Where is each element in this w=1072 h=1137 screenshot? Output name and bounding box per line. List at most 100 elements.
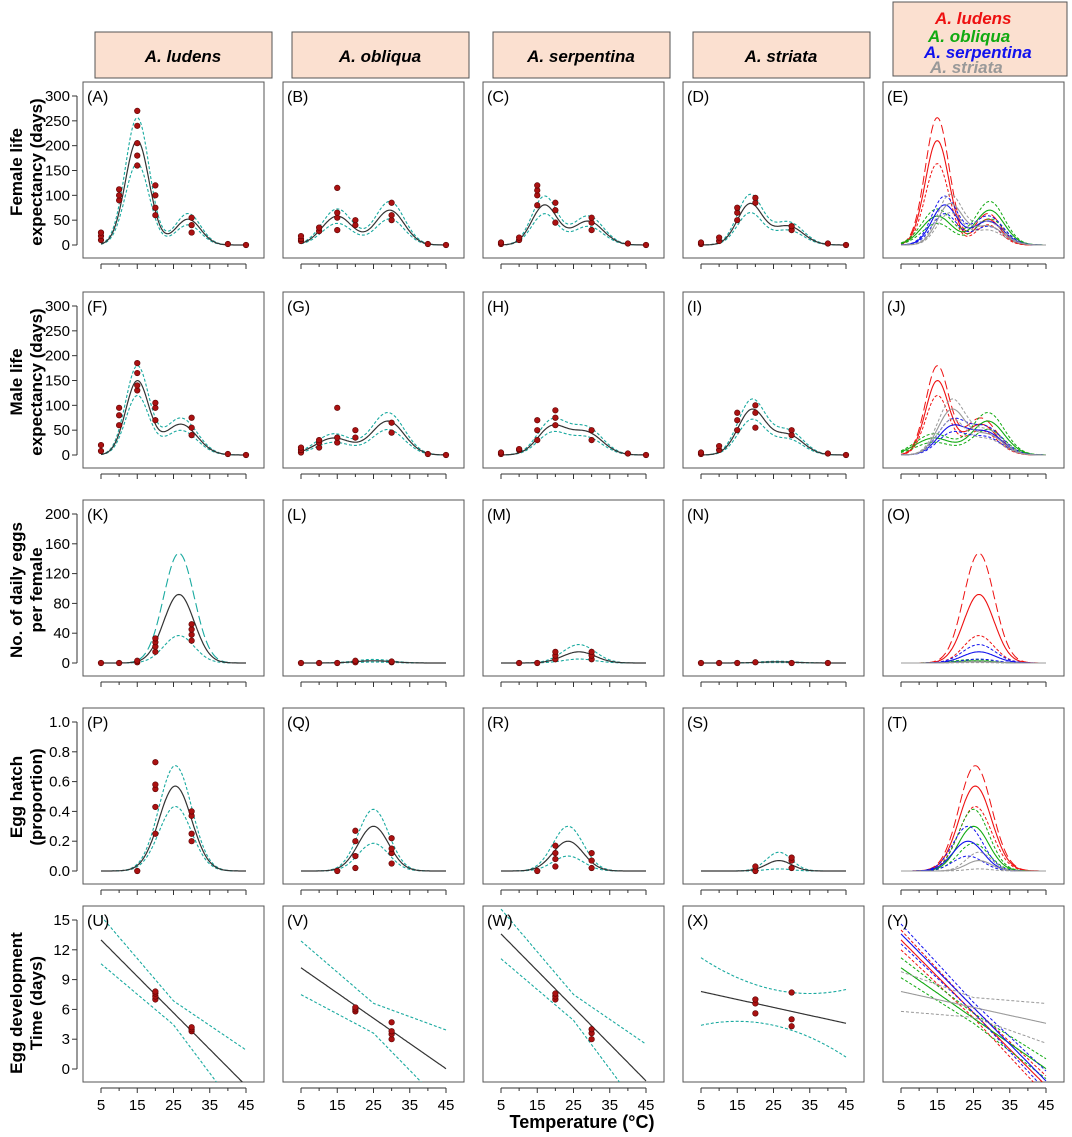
x-axis-Y: 5 15 25 35 45 xyxy=(897,1087,1054,1114)
data-point-K xyxy=(152,635,159,642)
data-point-G xyxy=(316,437,323,444)
data-point-V xyxy=(388,1028,395,1035)
data-point-I xyxy=(734,427,741,434)
panel-plot-A xyxy=(97,107,250,249)
data-point-Q xyxy=(388,835,395,842)
panel-label-X: (X) xyxy=(687,913,708,930)
y-tick-label-row3: 0.4 xyxy=(49,803,70,820)
compare-ci-upper-W xyxy=(900,923,1047,1072)
panel-plot-G xyxy=(297,404,450,459)
x-axis-S xyxy=(700,889,847,895)
data-point-P xyxy=(152,781,159,788)
data-point-N xyxy=(716,659,723,667)
ci-upper-F xyxy=(100,365,246,456)
panel-label-A: (A) xyxy=(87,89,108,106)
data-point-G xyxy=(442,451,450,459)
panel-label-S: (S) xyxy=(687,715,708,732)
y-tick-label-row0: 200 xyxy=(45,138,70,155)
fit-line-I xyxy=(701,408,846,456)
data-point-L xyxy=(388,658,395,665)
data-point-C xyxy=(552,219,559,226)
data-point-V xyxy=(352,1004,359,1011)
fit-line-G xyxy=(300,420,446,456)
x-tick-label-V: 5 xyxy=(297,1097,305,1114)
compare-fit-I xyxy=(901,408,1046,456)
data-point-A xyxy=(134,152,141,159)
ci-upper-I xyxy=(701,398,846,456)
panel-label-H: (H) xyxy=(487,299,509,316)
data-point-U xyxy=(152,988,159,995)
data-point-C xyxy=(624,240,631,247)
data-point-S xyxy=(788,864,795,872)
data-point-I xyxy=(734,409,741,416)
x-tick-label-Y: 35 xyxy=(1001,1097,1018,1114)
ylabel-row3-line1: Egg hatch xyxy=(7,756,26,838)
panel-J: (J) xyxy=(882,291,1065,479)
data-point-C xyxy=(552,199,559,206)
data-point-D xyxy=(788,223,795,230)
data-point-F xyxy=(152,399,159,406)
x-axis-A xyxy=(100,263,247,269)
y-tick-label-row4: 3 xyxy=(62,1031,70,1048)
panel-frame-O xyxy=(882,499,1065,677)
y-tick-label-row0: 100 xyxy=(45,187,70,204)
header-striata-label: A. striata xyxy=(744,47,818,66)
data-point-P xyxy=(188,808,195,815)
panel-label-V: (V) xyxy=(287,913,308,930)
ylabel-row0-line2: expectancy (days) xyxy=(27,98,46,245)
data-point-S xyxy=(752,863,759,870)
panel-T: (T) xyxy=(882,707,1065,895)
data-point-F xyxy=(97,447,105,455)
y-tick-label-row1: 100 xyxy=(45,397,70,414)
panel-frame-S xyxy=(682,707,865,885)
data-point-D xyxy=(824,240,831,247)
data-point-U xyxy=(188,1024,195,1031)
y-tick-label-row3: 0.6 xyxy=(49,774,70,791)
panel-Y: (Y) 5 15 25 35 45 xyxy=(882,905,1065,1114)
panel-frame-T xyxy=(882,707,1065,885)
compare-ci-lower-U xyxy=(900,949,1034,1082)
fit-line-N xyxy=(701,661,846,664)
data-point-R xyxy=(552,850,559,857)
ylabel-row2-line2: per female xyxy=(27,547,46,632)
data-point-B xyxy=(316,224,323,231)
data-point-Q xyxy=(388,845,395,852)
ci-upper-U xyxy=(100,915,247,1051)
data-point-G xyxy=(334,404,341,411)
x-axis-N xyxy=(700,681,847,687)
data-point-B xyxy=(388,212,395,219)
y-tick-label-row0: 50 xyxy=(53,212,70,229)
panel-I: (I) xyxy=(682,291,865,479)
data-point-A xyxy=(152,192,159,199)
compare-ci-upper-M xyxy=(901,644,1046,664)
compare-ci-upper-F xyxy=(900,365,1046,456)
panel-plot-L xyxy=(297,657,446,667)
y-tick-label-row2: 80 xyxy=(53,595,70,612)
compare-ci-upper-B xyxy=(900,200,1046,246)
panel-label-U: (U) xyxy=(87,913,109,930)
data-point-F xyxy=(188,424,195,431)
x-tick-label-V: 35 xyxy=(401,1097,418,1114)
x-axis-R xyxy=(500,889,647,895)
panel-label-C: (C) xyxy=(487,89,509,106)
x-tick-label-W: 25 xyxy=(565,1097,582,1114)
ci-lower-K xyxy=(101,635,246,664)
panel-plot-D xyxy=(697,193,850,249)
data-point-K xyxy=(188,637,195,644)
data-point-B xyxy=(388,199,395,206)
x-tick-label-U: 5 xyxy=(97,1097,105,1114)
x-tick-label-X: 25 xyxy=(765,1097,782,1114)
y-axis-row3: 0.0 0.2 0.4 0.6 0.8 1.0 xyxy=(49,714,78,880)
x-axis-T xyxy=(900,889,1047,895)
ci-lower-D xyxy=(701,212,846,246)
data-point-N xyxy=(697,659,705,667)
data-point-I xyxy=(788,427,795,434)
xlabel: Temperature (°C) xyxy=(510,1112,655,1132)
data-point-D xyxy=(697,239,705,246)
data-point-I xyxy=(752,409,759,416)
data-point-H xyxy=(534,427,541,434)
ylabel-row0-line1: Female life xyxy=(7,128,26,216)
data-point-L xyxy=(297,659,305,667)
